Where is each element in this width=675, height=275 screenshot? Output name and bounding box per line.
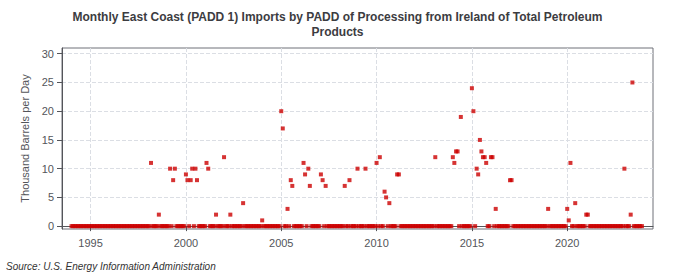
- svg-text:2005: 2005: [269, 237, 293, 249]
- svg-text:2015: 2015: [460, 237, 484, 249]
- svg-text:Source: U.S. Energy Informatio: Source: U.S. Energy Information Administ…: [6, 261, 216, 272]
- svg-text:2020: 2020: [555, 237, 579, 249]
- svg-text:0: 0: [48, 220, 54, 232]
- svg-text:15: 15: [42, 134, 54, 146]
- svg-text:2010: 2010: [364, 237, 388, 249]
- svg-text:20: 20: [42, 105, 54, 117]
- svg-text:Products: Products: [311, 25, 363, 39]
- svg-text:25: 25: [42, 76, 54, 88]
- svg-text:10: 10: [42, 163, 54, 175]
- svg-text:5: 5: [48, 191, 54, 203]
- svg-text:Monthly East Coast (PADD 1) Im: Monthly East Coast (PADD 1) Imports by P…: [72, 10, 602, 24]
- svg-text:1995: 1995: [78, 237, 102, 249]
- svg-text:Thousand Barrels per Day: Thousand Barrels per Day: [19, 74, 31, 203]
- svg-text:2000: 2000: [174, 237, 198, 249]
- svg-text:30: 30: [42, 48, 54, 60]
